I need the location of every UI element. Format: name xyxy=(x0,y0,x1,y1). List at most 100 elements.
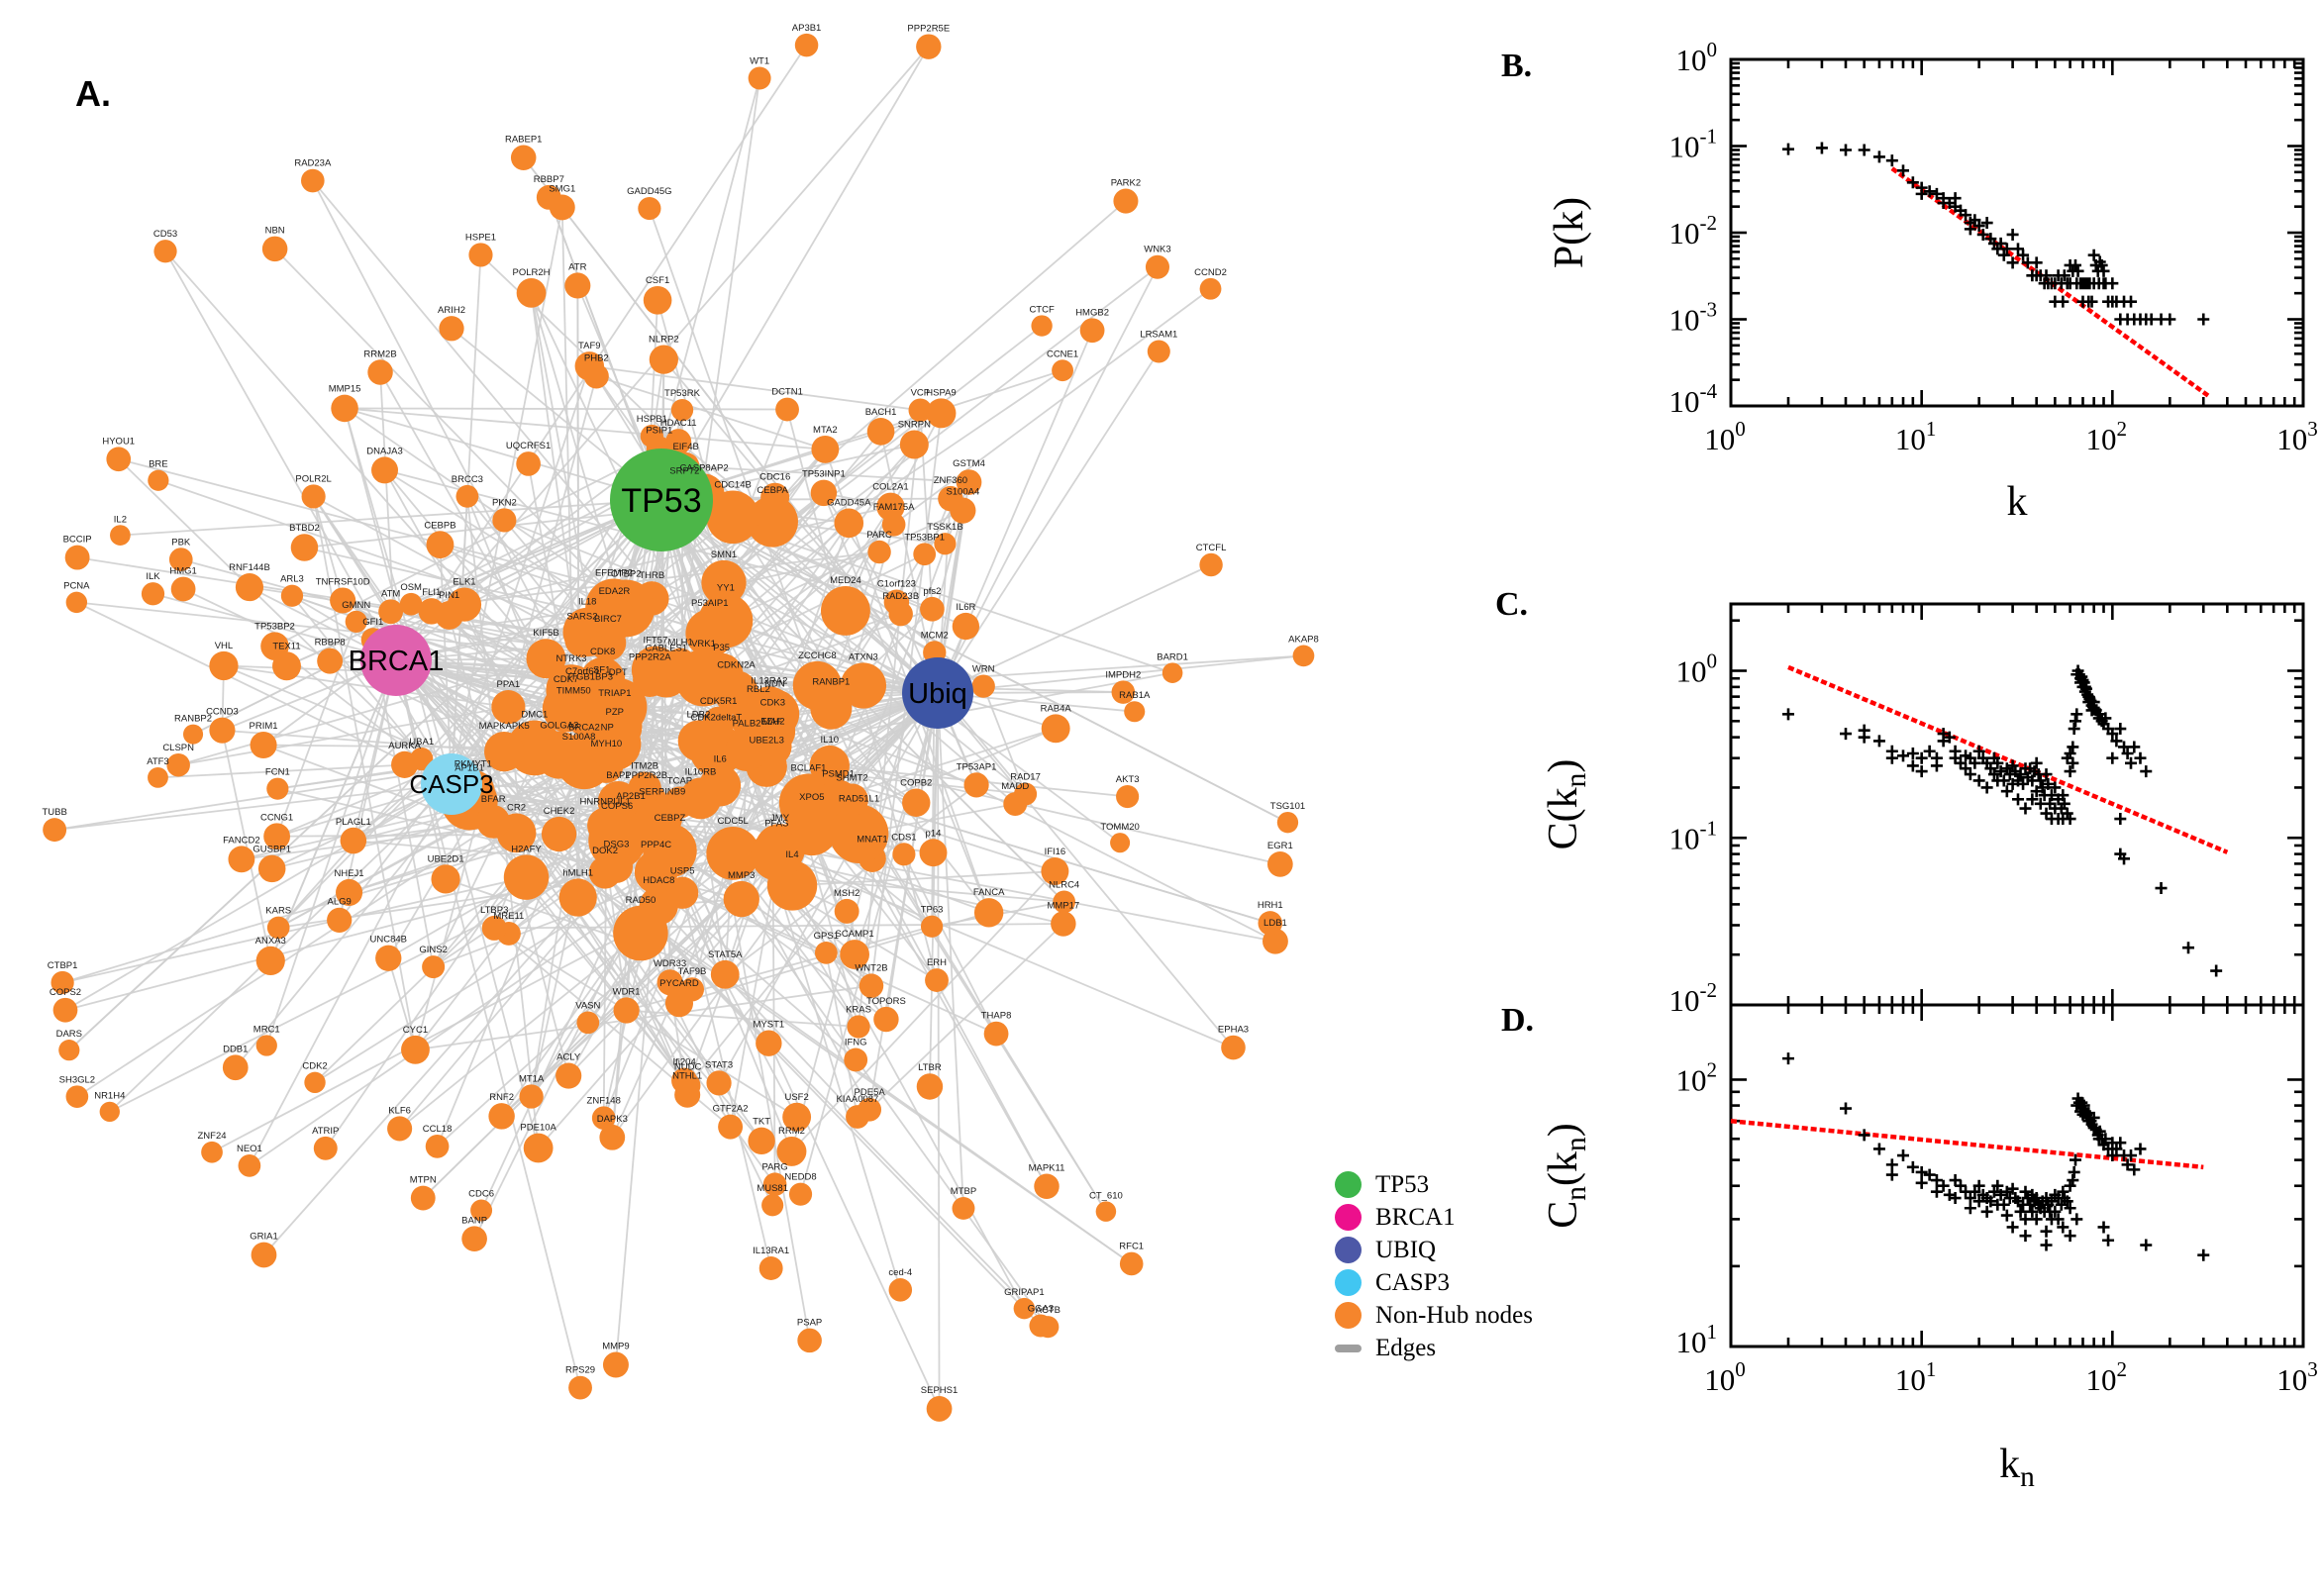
gene-node[interactable] xyxy=(583,363,609,389)
gene-node[interactable] xyxy=(866,418,895,446)
gene-node[interactable] xyxy=(836,783,868,817)
gene-node[interactable] xyxy=(422,955,446,979)
gene-node[interactable] xyxy=(814,941,838,964)
gene-node[interactable] xyxy=(663,786,696,819)
gene-node[interactable] xyxy=(410,1185,436,1211)
gene-node[interactable] xyxy=(1034,1173,1060,1199)
gene-node[interactable] xyxy=(488,1103,515,1130)
gene-node[interactable] xyxy=(1199,277,1222,300)
gene-node[interactable] xyxy=(926,398,957,429)
gene-node[interactable] xyxy=(919,839,948,867)
gene-node[interactable] xyxy=(1041,714,1070,744)
gene-node[interactable] xyxy=(65,591,88,614)
gene-node[interactable] xyxy=(209,717,236,744)
gene-node[interactable] xyxy=(797,1328,822,1353)
hub-node-brca1[interactable] xyxy=(360,625,432,696)
gene-node[interactable] xyxy=(834,508,864,539)
gene-node[interactable] xyxy=(148,469,169,491)
gene-node[interactable] xyxy=(685,609,735,658)
gene-node[interactable] xyxy=(43,818,67,843)
gene-node[interactable] xyxy=(50,970,74,995)
gene-node[interactable] xyxy=(778,773,839,833)
gene-node[interactable] xyxy=(706,827,760,880)
gene-node[interactable] xyxy=(718,1114,744,1140)
gene-node[interactable] xyxy=(576,1011,600,1035)
gene-node[interactable] xyxy=(956,469,982,495)
gene-node[interactable] xyxy=(925,968,949,992)
gene-node[interactable] xyxy=(760,482,790,512)
gene-node[interactable] xyxy=(336,878,363,906)
gene-node[interactable] xyxy=(182,724,204,745)
gene-node[interactable] xyxy=(367,359,393,385)
gene-node[interactable] xyxy=(666,876,699,909)
gene-node[interactable] xyxy=(701,559,747,606)
gene-node[interactable] xyxy=(710,959,740,989)
gene-node[interactable] xyxy=(913,543,937,566)
gene-node[interactable] xyxy=(873,1006,899,1033)
gene-node[interactable] xyxy=(461,1226,487,1251)
gene-node[interactable] xyxy=(747,495,798,548)
gene-node[interactable] xyxy=(290,534,319,561)
gene-node[interactable] xyxy=(908,398,933,423)
gene-node[interactable] xyxy=(261,236,288,262)
gene-node[interactable] xyxy=(519,1084,544,1109)
gene-node[interactable] xyxy=(426,531,454,559)
gene-node[interactable] xyxy=(170,576,196,602)
gene-node[interactable] xyxy=(371,456,399,484)
gene-node[interactable] xyxy=(263,823,290,850)
gene-node[interactable] xyxy=(876,492,905,521)
gene-node[interactable] xyxy=(484,731,525,772)
gene-node[interactable] xyxy=(1292,645,1315,667)
gene-node[interactable] xyxy=(541,816,577,852)
gene-node[interactable] xyxy=(888,1278,913,1302)
gene-node[interactable] xyxy=(599,1124,626,1150)
gene-node[interactable] xyxy=(631,646,679,694)
gene-node[interactable] xyxy=(375,945,402,971)
gene-node[interactable] xyxy=(916,1073,944,1100)
gene-node[interactable] xyxy=(166,752,190,777)
gene-node[interactable] xyxy=(664,989,694,1018)
gene-node[interactable] xyxy=(222,1054,249,1081)
gene-node[interactable] xyxy=(671,1067,698,1094)
gene-node[interactable] xyxy=(148,766,168,788)
gene-node[interactable] xyxy=(470,1199,493,1222)
gene-node[interactable] xyxy=(168,548,193,571)
gene-node[interactable] xyxy=(425,1135,450,1158)
gene-node[interactable] xyxy=(920,915,944,938)
gene-node[interactable] xyxy=(745,686,793,735)
gene-node[interactable] xyxy=(758,1256,783,1280)
gene-node[interactable] xyxy=(1113,188,1139,214)
gene-node[interactable] xyxy=(556,1062,582,1089)
gene-node[interactable] xyxy=(1116,784,1140,809)
gene-node[interactable] xyxy=(491,690,526,725)
hub-node-casp3[interactable] xyxy=(421,753,482,815)
gene-node[interactable] xyxy=(401,1035,430,1064)
gene-node[interactable] xyxy=(1145,254,1169,279)
gene-node[interactable] xyxy=(238,1154,261,1177)
gene-node[interactable] xyxy=(266,777,289,800)
gene-node[interactable] xyxy=(952,612,980,641)
gene-node[interactable] xyxy=(920,596,945,622)
gene-node[interactable] xyxy=(938,485,963,512)
hub-node-ubiq[interactable] xyxy=(902,657,973,729)
gene-node[interactable] xyxy=(153,240,177,263)
gene-node[interactable] xyxy=(257,854,286,883)
gene-node[interactable] xyxy=(748,66,771,90)
gene-node[interactable] xyxy=(439,316,464,342)
gene-node[interactable] xyxy=(255,946,285,975)
gene-node[interactable] xyxy=(1095,1201,1117,1222)
gene-node[interactable] xyxy=(899,430,929,459)
gene-node[interactable] xyxy=(971,674,995,698)
gene-node[interactable] xyxy=(834,898,859,924)
gene-node[interactable] xyxy=(810,687,853,730)
gene-node[interactable] xyxy=(64,545,90,570)
gene-node[interactable] xyxy=(592,597,637,641)
gene-node[interactable] xyxy=(1003,792,1028,817)
gene-node[interactable] xyxy=(602,1351,629,1378)
gene-node[interactable] xyxy=(670,398,694,422)
gene-node[interactable] xyxy=(723,880,759,918)
gene-node[interactable] xyxy=(468,243,493,267)
gene-node[interactable] xyxy=(588,855,622,889)
gene-node[interactable] xyxy=(689,723,744,777)
gene-node[interactable] xyxy=(844,1047,868,1072)
